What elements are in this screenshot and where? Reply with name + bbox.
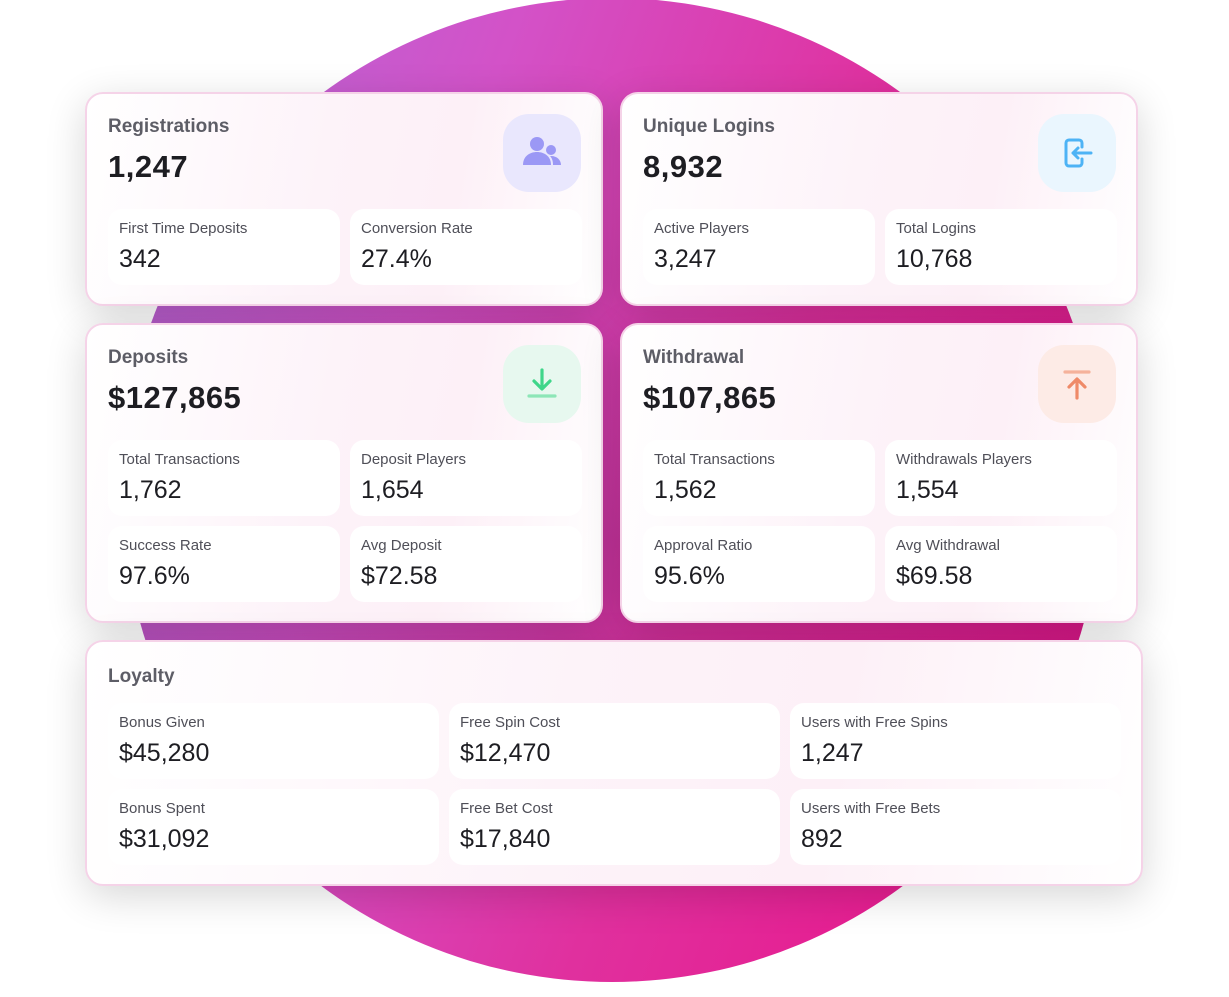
stat-label: Active Players xyxy=(654,220,750,237)
deposits-card: Deposits $127,865 Total Transactions 1,7… xyxy=(85,323,603,623)
login-icon xyxy=(1038,114,1116,192)
stat-label: Free Bet Cost xyxy=(460,800,553,817)
stat-label: First Time Deposits xyxy=(119,220,248,237)
stat-value: 3,247 xyxy=(654,245,717,273)
stats-grid: Active Players 3,247 Total Logins 10,768 xyxy=(643,209,1117,285)
card-value: $107,865 xyxy=(643,380,777,415)
stats-grid: Total Transactions 1,762 Deposit Players… xyxy=(108,440,582,602)
stat-total-transactions: Total Transactions 1,762 xyxy=(108,440,340,516)
loyalty-card: Loyalty Bonus Given $45,280 Free Spin Co… xyxy=(85,640,1143,886)
stat-users-free-spins: Users with Free Spins 1,247 xyxy=(790,703,1121,779)
card-title: Withdrawal xyxy=(643,347,745,368)
stat-value: 27.4% xyxy=(361,245,432,273)
stat-label: Total Transactions xyxy=(119,451,240,468)
stat-label: Conversion Rate xyxy=(361,220,473,237)
stat-label: Approval Ratio xyxy=(654,537,753,554)
stat-bonus-spent: Bonus Spent $31,092 xyxy=(108,789,439,865)
users-icon xyxy=(503,114,581,192)
stat-conversion-rate: Conversion Rate 27.4% xyxy=(350,209,582,285)
card-title: Registrations xyxy=(108,116,230,137)
stat-label: Avg Withdrawal xyxy=(896,537,1000,554)
stat-value: $12,470 xyxy=(460,739,551,767)
download-icon xyxy=(503,345,581,423)
stat-active-players: Active Players 3,247 xyxy=(643,209,875,285)
unique-logins-card: Unique Logins 8,932 Active Players 3,247… xyxy=(620,92,1138,306)
card-value: $127,865 xyxy=(108,380,242,415)
withdrawal-card: Withdrawal $107,865 Total Transactions 1… xyxy=(620,323,1138,623)
stat-label: Bonus Spent xyxy=(119,800,205,817)
stat-value: 342 xyxy=(119,245,161,273)
stat-label: Avg Deposit xyxy=(361,537,442,554)
card-title: Deposits xyxy=(108,347,189,368)
stat-value: 1,247 xyxy=(801,739,864,767)
stat-value: 892 xyxy=(801,825,843,853)
stat-first-time-deposits: First Time Deposits 342 xyxy=(108,209,340,285)
stat-bonus-given: Bonus Given $45,280 xyxy=(108,703,439,779)
stat-avg-deposit: Avg Deposit $72.58 xyxy=(350,526,582,602)
stats-grid: Bonus Given $45,280 Free Spin Cost $12,4… xyxy=(108,703,1121,865)
stat-free-spin-cost: Free Spin Cost $12,470 xyxy=(449,703,780,779)
registrations-card: Registrations 1,247 First Time Deposits … xyxy=(85,92,603,306)
stat-value: 95.6% xyxy=(654,562,725,590)
stat-value: 97.6% xyxy=(119,562,190,590)
stat-value: $17,840 xyxy=(460,825,551,853)
upload-icon xyxy=(1038,345,1116,423)
stat-total-transactions: Total Transactions 1,562 xyxy=(643,440,875,516)
stat-value: 1,562 xyxy=(654,476,717,504)
stat-label: Users with Free Bets xyxy=(801,800,941,817)
stat-free-bet-cost: Free Bet Cost $17,840 xyxy=(449,789,780,865)
stat-label: Total Transactions xyxy=(654,451,775,468)
card-value: 1,247 xyxy=(108,149,189,184)
stat-label: Total Logins xyxy=(896,220,977,237)
stats-grid: Total Transactions 1,562 Withdrawals Pla… xyxy=(643,440,1117,602)
card-title: Unique Logins xyxy=(643,116,775,137)
stat-value: 1,762 xyxy=(119,476,182,504)
stat-value: $31,092 xyxy=(119,825,210,853)
stat-label: Bonus Given xyxy=(119,714,205,731)
stat-value: $69.58 xyxy=(896,562,973,590)
stat-users-free-bets: Users with Free Bets 892 xyxy=(790,789,1121,865)
stat-value: 1,654 xyxy=(361,476,424,504)
stat-label: Withdrawals Players xyxy=(896,451,1032,468)
stat-label: Free Spin Cost xyxy=(460,714,561,731)
stat-value: $45,280 xyxy=(119,739,210,767)
card-title: Loyalty xyxy=(108,666,175,687)
stat-value: $72.58 xyxy=(361,562,438,590)
stat-label: Users with Free Spins xyxy=(801,714,948,731)
stat-value: 10,768 xyxy=(896,245,973,273)
stat-value: 1,554 xyxy=(896,476,959,504)
stat-label: Success Rate xyxy=(119,537,212,554)
stat-label: Deposit Players xyxy=(361,451,467,468)
stat-deposit-players: Deposit Players 1,654 xyxy=(350,440,582,516)
card-value: 8,932 xyxy=(643,149,724,184)
stat-success-rate: Success Rate 97.6% xyxy=(108,526,340,602)
stat-avg-withdrawal: Avg Withdrawal $69.58 xyxy=(885,526,1117,602)
stat-withdrawals-players: Withdrawals Players 1,554 xyxy=(885,440,1117,516)
stat-total-logins: Total Logins 10,768 xyxy=(885,209,1117,285)
stats-grid: First Time Deposits 342 Conversion Rate … xyxy=(108,209,582,285)
stat-approval-ratio: Approval Ratio 95.6% xyxy=(643,526,875,602)
